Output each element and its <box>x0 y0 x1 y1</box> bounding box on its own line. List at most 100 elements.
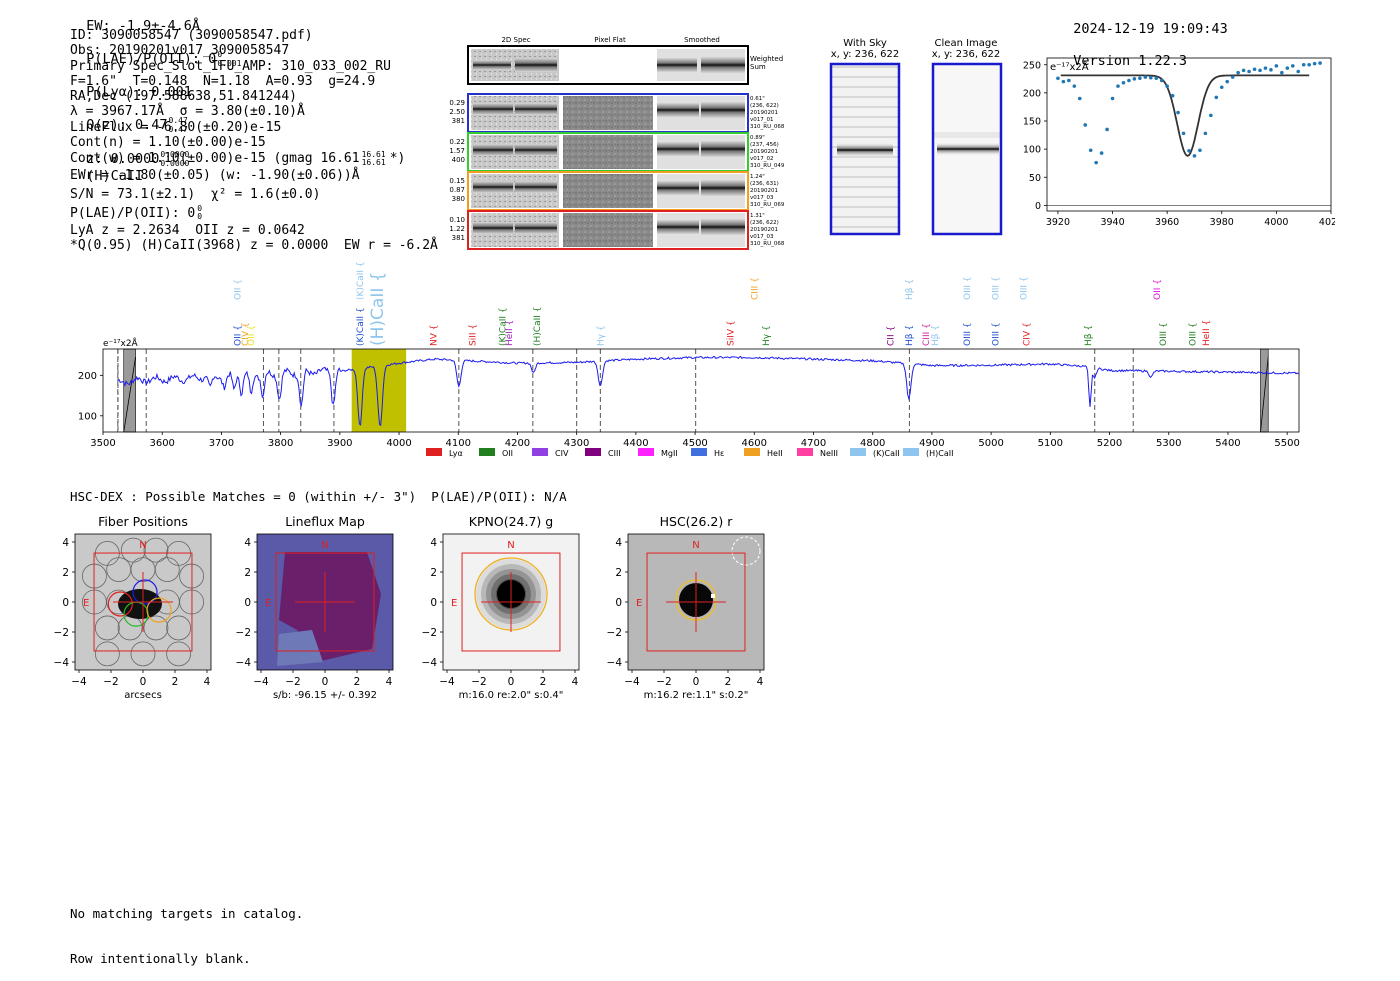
stamp-right-label: v017_03 <box>750 234 774 240</box>
info-contw-sup: 16.61 <box>361 149 386 159</box>
cutout-ytick-label: −4 <box>236 657 252 669</box>
clean-image-label: Clean Image <box>934 38 998 49</box>
spec-line-label: CIII { <box>922 323 932 346</box>
spec-line-label: OIII { <box>963 276 973 300</box>
spec-line-label: HeII { <box>505 320 515 346</box>
cutout-ytick-label: 2 <box>615 567 622 579</box>
stamp-pixelflat <box>563 213 653 247</box>
spec-line-label: Hγ { <box>596 325 606 346</box>
zoom-xtick-label: 3940 <box>1100 217 1124 228</box>
cutout-ytick-label: −4 <box>422 657 438 669</box>
zoom-xtick-label: 3960 <box>1155 217 1179 228</box>
zoom-data-point <box>1105 127 1109 132</box>
footer: No matching targets in catalog. Row inte… <box>70 876 303 981</box>
info-radec: RA,Dec (197.588638,51.841244) <box>70 89 297 105</box>
stamp-right-label: 310_RU_069 <box>750 202 785 208</box>
spec-line-label: SiIV { <box>727 320 737 346</box>
stamp-2dspec-trace-a <box>473 222 513 234</box>
stamp-right-label: 0.61" <box>750 96 765 102</box>
fiber-blue <box>132 579 158 605</box>
spec-line-label: (H)CaII { <box>368 271 388 346</box>
spec-line-label: OIII { <box>963 322 973 346</box>
spec-line-label: OIII { <box>1020 276 1030 300</box>
fiber-circle <box>120 537 146 563</box>
spec-xtick-label: 5500 <box>1274 438 1299 449</box>
header-qz-sup: 0.47 <box>168 116 188 125</box>
header-qz-sub: 0.47 <box>168 125 188 134</box>
zoom-data-point <box>1296 69 1301 74</box>
zoom-data-point <box>1274 64 1279 68</box>
spec-line-label: CIV { <box>241 322 251 346</box>
spectrum-line <box>117 355 1299 427</box>
footer-line1: No matching targets in catalog. <box>70 906 304 921</box>
zoom-data-point <box>1110 96 1115 101</box>
zoom-data-point <box>1280 70 1284 75</box>
zoom-data-point <box>1247 69 1251 74</box>
zoom-data-point <box>1236 70 1240 75</box>
zoom-data-point <box>1077 96 1082 101</box>
zoom-axes-frame <box>1046 57 1332 212</box>
zoom-ytick-label: 50 <box>1029 173 1041 184</box>
zoom-data-point <box>1263 66 1268 70</box>
cutout-xtick-label: −4 <box>439 676 455 688</box>
cutout-xtick-label: 2 <box>725 676 732 688</box>
cutout-ytick-label: 2 <box>244 567 251 579</box>
stamp-right-label: (236, 631) <box>750 181 779 187</box>
stamp-smoothed-trace-a <box>657 103 699 117</box>
stamp-2dspec-trace-b <box>515 222 557 234</box>
header-plae-sub: 0.001 <box>217 59 242 68</box>
cutout-xtick-label: −2 <box>103 676 118 688</box>
header-z-sup: 0.0000 <box>160 150 190 159</box>
stamp-pixelflat <box>563 174 653 208</box>
stamp-2dspec-trace-b <box>515 144 557 156</box>
zoom-data-point <box>1312 61 1317 66</box>
spec-line-label: OIII { <box>1159 322 1169 346</box>
cutout-title: Lineflux Map <box>285 514 365 529</box>
with-sky-title: With Sky x, y: 236, 622 <box>820 38 910 60</box>
full-spectrum-chart: OII {OII {CIV {OII {(K)CaII {(K)CaII {(H… <box>78 261 1300 458</box>
stamp-left-label: 0.15 <box>449 177 465 185</box>
stamp-2dspec-trace-a <box>473 181 513 193</box>
zoom-data-point <box>1181 131 1186 136</box>
stamp-smoothed-trace-a <box>657 220 699 234</box>
zoom-ytick-label: 100 <box>1023 145 1041 156</box>
stamp-left-label: 0.22 <box>449 138 465 146</box>
stamp-weighted-sum: Weighted Sum <box>467 45 783 85</box>
stamp-right-label: 1.24" <box>750 174 765 180</box>
cutout-ytick-label: 0 <box>615 597 622 609</box>
spec-xtick-label: 4000 <box>386 438 411 449</box>
cutout-xtick-label: 4 <box>572 676 579 688</box>
spec-legend: Lyα OII CIV CIII MgII Hε HeII NeIII (K)CaII (H)Ca… <box>426 448 953 458</box>
zoom-data-point <box>1165 84 1169 88</box>
header-ew: EW: -1.9±-4.6Å <box>86 18 201 34</box>
spec-line-label: (K)CaII { <box>356 307 366 346</box>
stamp-right-label: (236, 622) <box>750 103 779 109</box>
compass-e: E <box>265 598 271 609</box>
cutout-ytick-label: 4 <box>244 537 251 549</box>
spec-xtick-label: 4200 <box>505 438 530 449</box>
spec-xtick-label: 3900 <box>327 438 352 449</box>
spec-legend-swatch <box>532 448 548 456</box>
spec-xtick-label: 4100 <box>446 438 471 449</box>
info-contw-text: Cont(w) = 1.10(±0.00)e-15 (gmag 16.61 <box>70 151 360 167</box>
zoom-data-point <box>1170 93 1175 98</box>
info-ewr: EWr = -1.80(±0.05) (w: -1.90(±0.06))Å <box>70 168 360 184</box>
stamp-col-smoothed: Smoothed <box>684 36 720 44</box>
header-plya: P(Lyα): 0.001 <box>86 84 192 100</box>
stamp-panel: 2D Spec Pixel Flat Smoothed Weighted Sum… <box>449 36 785 250</box>
spec-legend-label: NeIII <box>820 449 838 458</box>
cutout-caption: m:16.0 re:2.0" s:0.4" <box>459 690 564 701</box>
with-sky-xy: x, y: 236, 622 <box>830 49 900 60</box>
zoom-data-point <box>1072 84 1077 88</box>
with-sky-label: With Sky <box>843 38 887 49</box>
zoom-data-point <box>1176 110 1180 115</box>
spec-xtick-label: 3800 <box>268 438 293 449</box>
cutout-ytick-label: −2 <box>236 627 251 639</box>
info-block: ID: 3090058547 (3090058547.pdf) Obs: 201… <box>70 28 438 254</box>
header-z-sub: 0.0000 <box>160 159 190 168</box>
cutout-xtick-label: 2 <box>172 676 179 688</box>
